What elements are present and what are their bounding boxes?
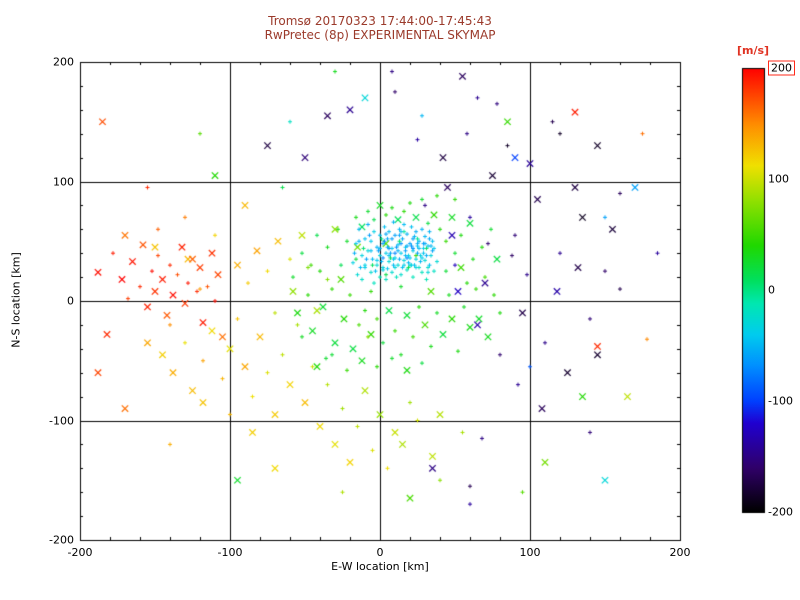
y-tick-label: -100 bbox=[49, 414, 74, 427]
title-block: Tromsø 20170323 17:44:00-17:45:43 RwPret… bbox=[0, 14, 760, 42]
y-axis-label: N-S location [km] bbox=[9, 252, 23, 348]
colorbar-tick-label: -200 bbox=[768, 505, 793, 519]
y-tick-label: 200 bbox=[53, 55, 74, 69]
x-axis-label: E-W location [km] bbox=[331, 560, 429, 573]
chart-subtitle: RwPretec (8p) EXPERIMENTAL SKYMAP bbox=[264, 28, 496, 42]
y-tick-label: 0 bbox=[67, 294, 74, 308]
y-tick-label: 100 bbox=[53, 175, 74, 188]
colorbar-tick-label: 0 bbox=[768, 283, 775, 297]
colorbar-tick-label: -100 bbox=[768, 394, 793, 408]
chart-title: Tromsø 20170323 17:44:00-17:45:43 bbox=[268, 14, 492, 28]
x-tick-label: -100 bbox=[217, 546, 243, 559]
x-tick-label: 0 bbox=[376, 546, 384, 559]
x-tick-label: 100 bbox=[519, 546, 541, 559]
colorbar-tick-label: 200 bbox=[768, 60, 795, 76]
x-tick-label: -200 bbox=[67, 546, 93, 559]
y-tick-label: -200 bbox=[49, 533, 74, 547]
colorbar-tick-label: 100 bbox=[768, 172, 789, 186]
x-tick-label: 200 bbox=[669, 546, 691, 559]
colorbar-unit-label: [m/s] bbox=[736, 44, 770, 57]
